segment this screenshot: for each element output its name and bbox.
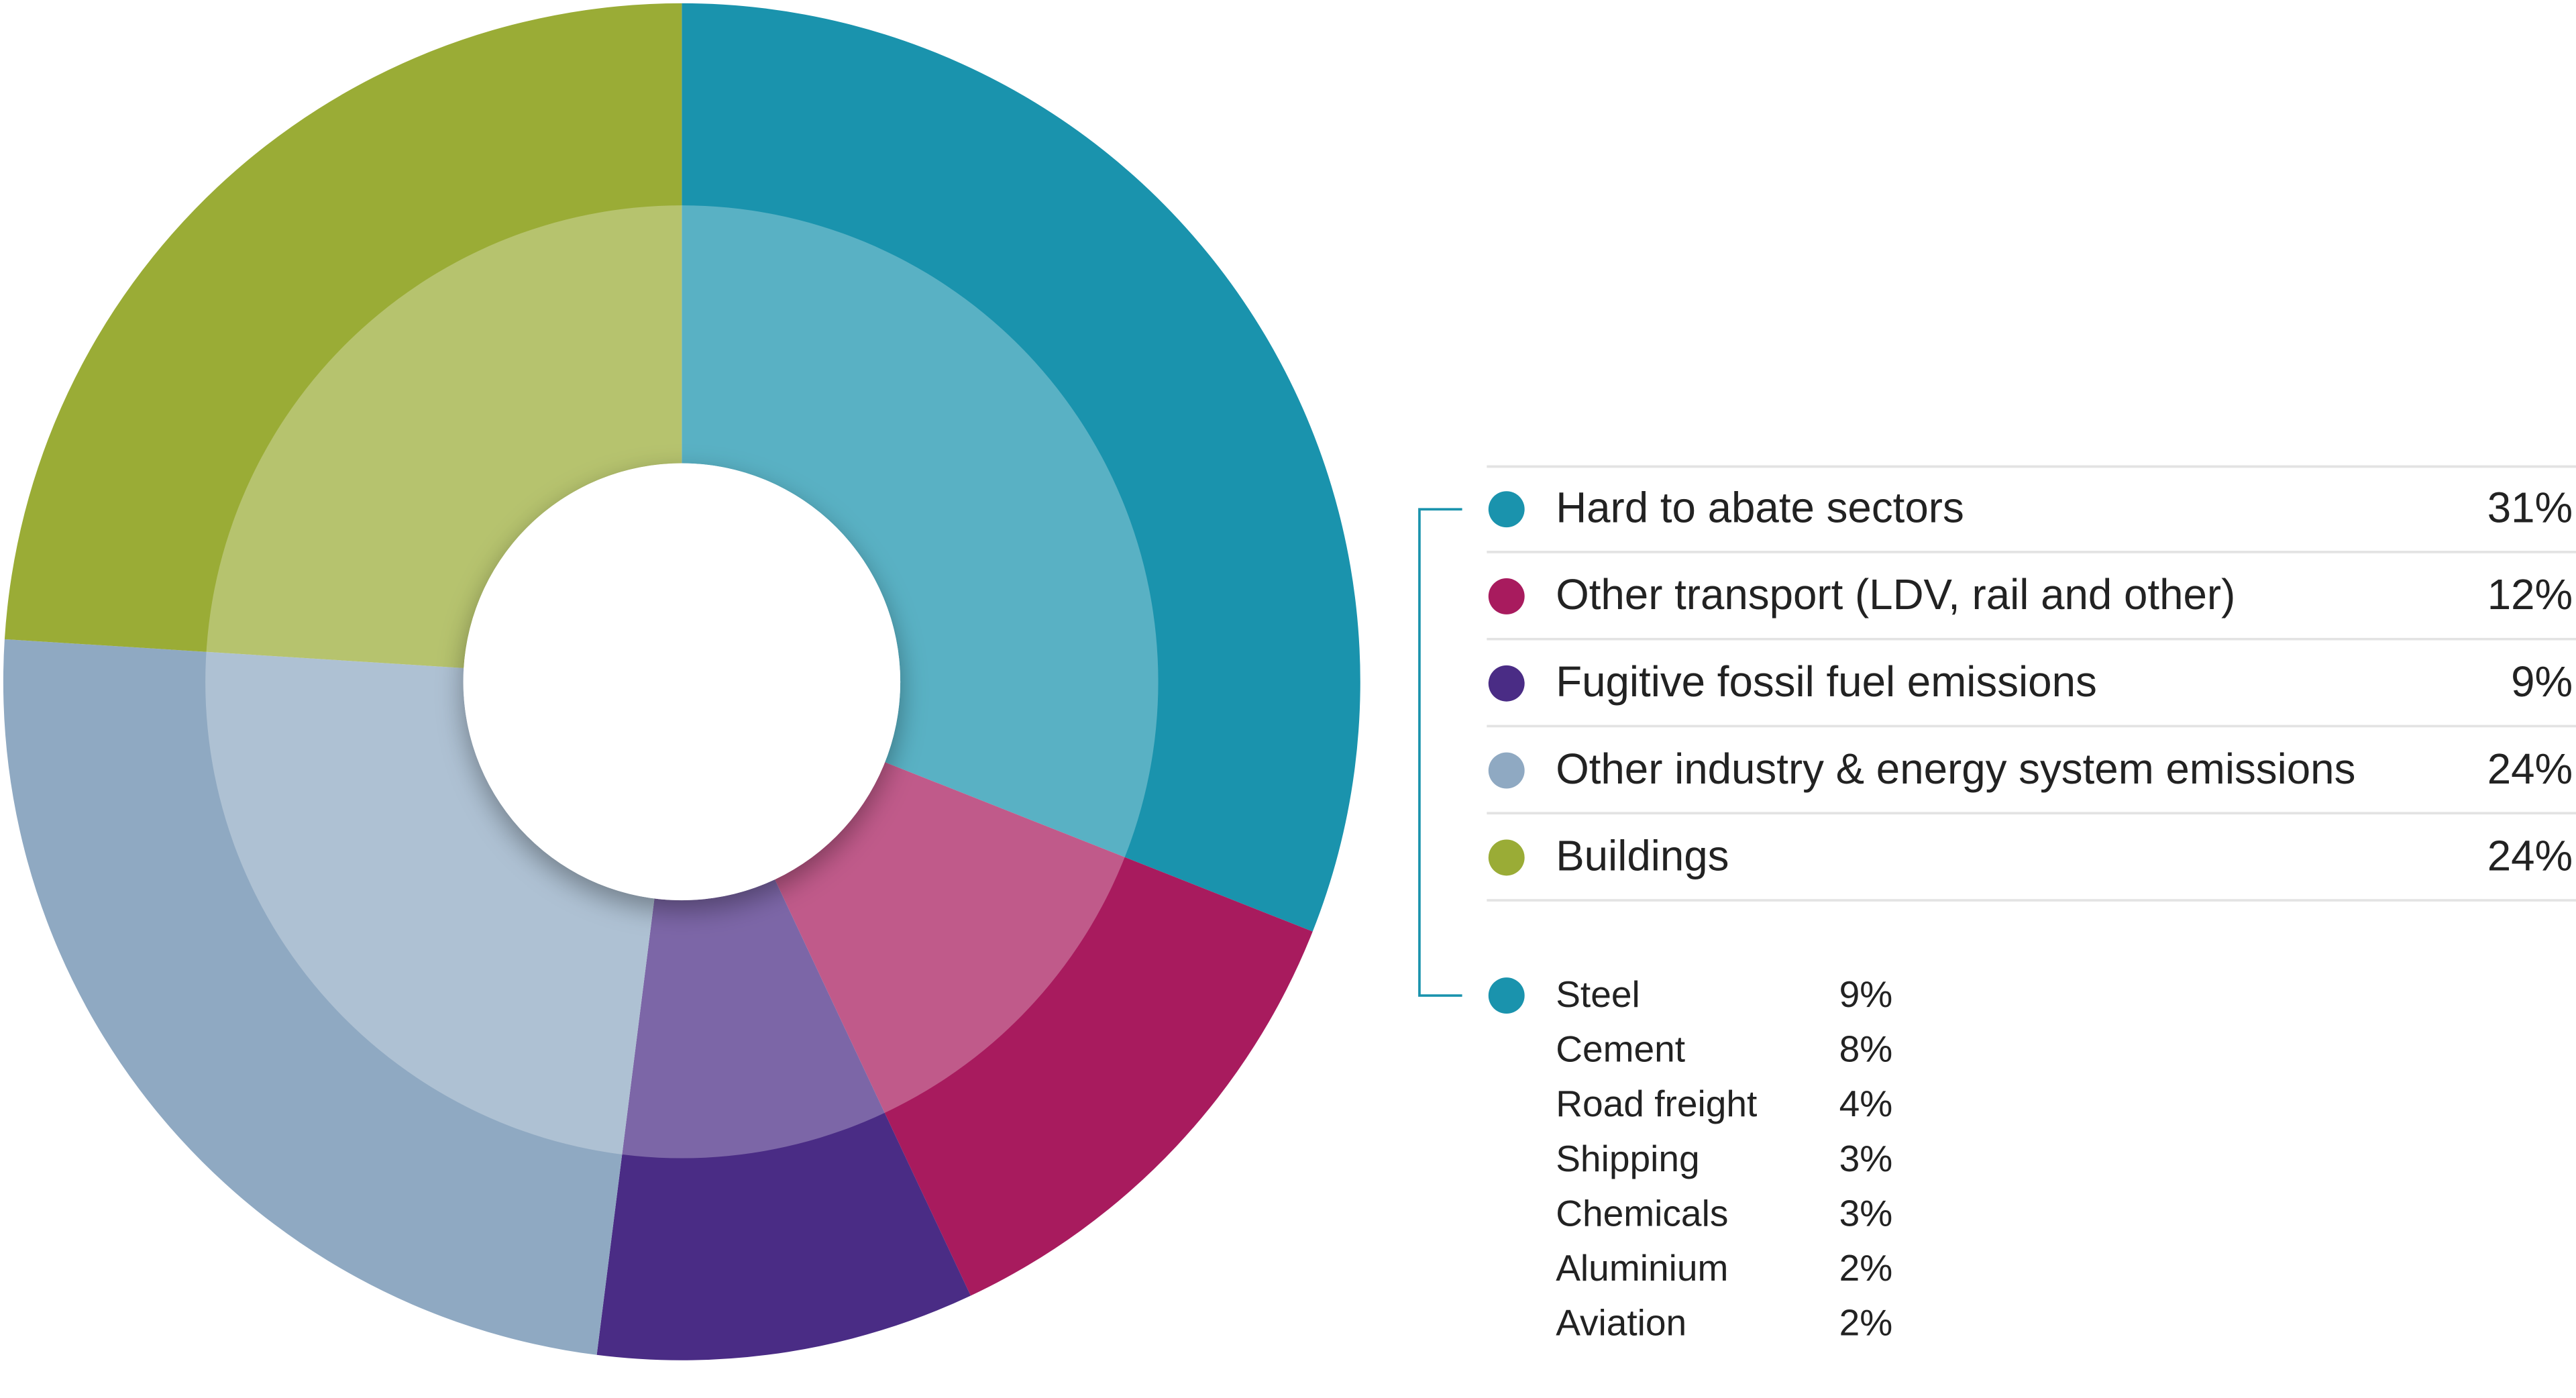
- legend-marker: [1488, 665, 1525, 702]
- legend-value: 12%: [2487, 571, 2573, 619]
- donut-slice: [596, 879, 971, 1360]
- breakdown-value: 3%: [1839, 1192, 1893, 1234]
- legend: Hard to abate sectors 31% Other transport …: [1487, 465, 2576, 1343]
- legend-value: 24%: [2487, 832, 2573, 880]
- legend-label: Hard to abate sectors: [1556, 484, 1964, 531]
- breakdown-value: 4%: [1839, 1083, 1893, 1124]
- breakdown-value: 2%: [1839, 1301, 1893, 1343]
- legend-marker: [1488, 578, 1525, 614]
- donut: [3, 3, 1360, 1360]
- donut-slice: [4, 3, 682, 668]
- donut-slice: [682, 3, 1360, 932]
- breakdown-label: Steel: [1556, 973, 1640, 1015]
- breakdown-label: Road freight: [1556, 1083, 1757, 1124]
- breakdown-value: 2%: [1839, 1247, 1893, 1289]
- breakdown-value: 3%: [1839, 1138, 1893, 1179]
- donut-slice: [775, 762, 1313, 1296]
- breakdown-label: Aluminium: [1556, 1247, 1728, 1289]
- legend-label: Buildings: [1556, 832, 1729, 880]
- donut-slice: [3, 639, 655, 1355]
- legend-marker: [1488, 839, 1525, 876]
- legend-label: Fugitive fossil fuel emissions: [1556, 658, 2097, 706]
- legend-value: 31%: [2487, 484, 2573, 531]
- legend-value: 24%: [2487, 745, 2573, 793]
- chart-body: Hard to abate sectors 31% Other transport …: [3, 3, 2576, 1360]
- breakdown-label: Chemicals: [1556, 1192, 1728, 1234]
- breakdown-marker: [1488, 977, 1525, 1014]
- bracket: [1418, 508, 1462, 997]
- legend-value: 9%: [2511, 658, 2573, 706]
- donut-hole: [463, 463, 901, 901]
- breakdown-label: Aviation: [1556, 1301, 1686, 1343]
- breakdown-label: Cement: [1556, 1028, 1685, 1070]
- legend-marker: [1488, 491, 1525, 528]
- breakdown-label: Shipping: [1556, 1138, 1699, 1179]
- legend-marker: [1488, 752, 1525, 789]
- breakdown-value: 9%: [1839, 973, 1893, 1015]
- legend-label: Other industry & energy system emissions: [1556, 745, 2355, 793]
- breakdown-value: 8%: [1839, 1028, 1893, 1070]
- legend-label: Other transport (LDV, rail and other): [1556, 571, 2235, 619]
